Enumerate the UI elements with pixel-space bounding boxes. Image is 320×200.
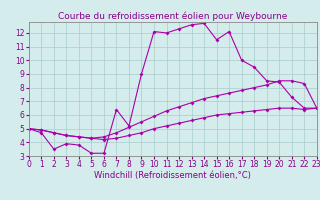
X-axis label: Windchill (Refroidissement éolien,°C): Windchill (Refroidissement éolien,°C) xyxy=(94,171,251,180)
Title: Courbe du refroidissement éolien pour Weybourne: Courbe du refroidissement éolien pour We… xyxy=(58,12,287,21)
